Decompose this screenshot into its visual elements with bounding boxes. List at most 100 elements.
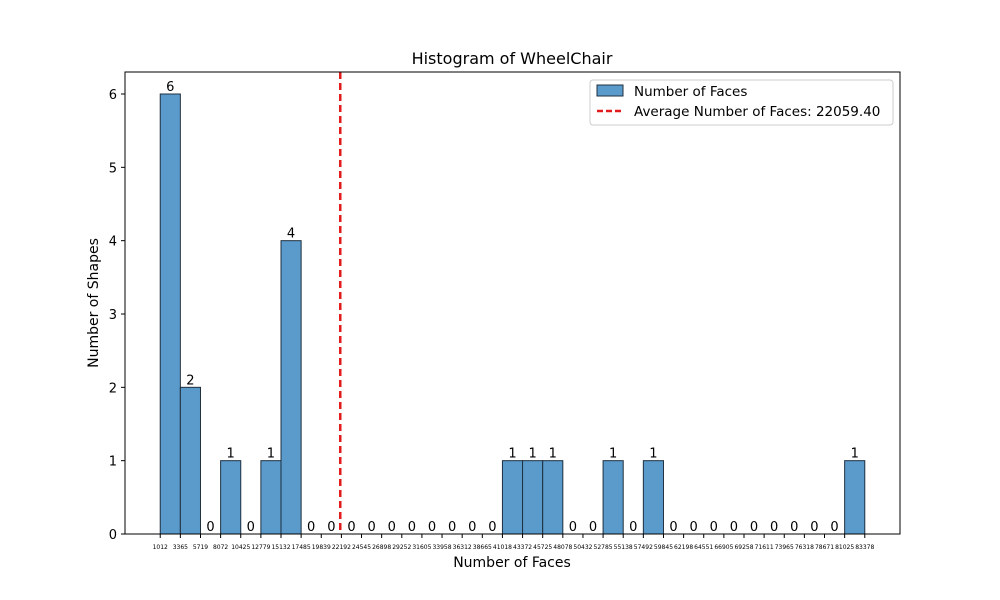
bar-value-label: 1 (549, 447, 557, 462)
y-tick-label: 6 (109, 88, 117, 103)
x-tick-label: 45725 (533, 544, 552, 551)
y-axis-label: Number of Shapes (86, 238, 102, 368)
histogram-bar (159, 93, 181, 535)
y-tick-label: 4 (109, 235, 117, 250)
bar-value-label: 0 (770, 520, 778, 535)
legend-bar-label: Number of Faces (634, 84, 747, 100)
bar-value-label: 0 (669, 520, 677, 535)
bar-value-label: 0 (710, 520, 718, 535)
bar-value-label: 0 (810, 520, 818, 535)
bar-value-label: 2 (186, 373, 194, 388)
bar-value-label: 6 (166, 80, 174, 95)
bar-value-label: 1 (528, 447, 536, 462)
x-tick-label: 64551 (694, 544, 713, 551)
x-tick-label: 50432 (573, 544, 592, 551)
x-tick-label: 5719 (193, 544, 208, 551)
x-tick-label: 24545 (352, 544, 371, 551)
x-tick-label: 29252 (392, 544, 411, 551)
x-tick-label: 17485 (292, 544, 311, 551)
chart-title: Histogram of WheelChair (412, 49, 613, 68)
x-tick-label: 36312 (453, 544, 472, 551)
x-tick-label: 10425 (231, 544, 250, 551)
x-tick-label: 3365 (173, 544, 188, 551)
bar-value-label: 4 (287, 227, 295, 242)
x-tick-label: 69258 (734, 544, 753, 551)
bar-value-label: 1 (508, 447, 516, 462)
bar-value-label: 0 (408, 520, 416, 535)
histogram-bar (522, 460, 544, 535)
x-tick-label: 59845 (654, 544, 673, 551)
x-tick-label: 26898 (372, 544, 391, 551)
bar-value-label: 0 (448, 520, 456, 535)
y-tick-label: 5 (109, 161, 117, 176)
x-axis-label: Number of Faces (453, 555, 571, 571)
y-tick-label: 1 (109, 455, 117, 470)
x-tick-label: 76318 (795, 544, 814, 551)
bar-value-label: 0 (629, 520, 637, 535)
bar-value-label: 0 (569, 520, 577, 535)
x-axis: 1012 3365 5719 8072 10425 12779 15132 17485 1983… (153, 534, 874, 551)
x-tick-label: 15132 (271, 544, 290, 551)
bar-value-label: 0 (690, 520, 698, 535)
bar-value-label: 1 (609, 447, 617, 462)
x-tick-label: 48078 (553, 544, 572, 551)
bar-value-label: 1 (851, 447, 859, 462)
histogram-bar (501, 460, 524, 535)
bar-value-label: 0 (388, 520, 396, 535)
bar-value-label: 0 (468, 520, 476, 535)
x-tick-label: 22192 (332, 544, 351, 551)
bar-value-label: 0 (327, 520, 335, 535)
axes-frame (124, 71, 901, 535)
x-tick-label: 57492 (634, 544, 653, 551)
histogram-bar (542, 460, 564, 535)
x-tick-label: 31605 (412, 544, 431, 551)
bar-value-label: 0 (830, 520, 838, 535)
bar-value-label: 0 (247, 520, 255, 535)
x-tick-label: 41018 (493, 544, 512, 551)
y-tick-label: 0 (109, 528, 117, 543)
legend-bar-swatch (596, 84, 624, 97)
bar-value-label: 1 (267, 447, 275, 462)
x-tick-label: 43372 (513, 544, 532, 551)
x-tick-label: 33958 (432, 544, 451, 551)
histogram-bar (280, 240, 302, 535)
histogram-bar (220, 460, 242, 535)
x-tick-label: 66905 (714, 544, 733, 551)
x-tick-label: 19839 (312, 544, 331, 551)
x-tick-label: 12779 (251, 544, 270, 551)
histogram-bar (260, 460, 282, 535)
bar-value-label: 0 (347, 520, 355, 535)
x-tick-label: 78671 (815, 544, 834, 551)
bar-value-label: 0 (730, 520, 738, 535)
bar-value-label: 0 (367, 520, 375, 535)
x-tick-label: 81025 (835, 544, 854, 551)
bar-value-label: 0 (206, 520, 214, 535)
x-tick-label: 62198 (674, 544, 693, 551)
bar-value-label: 0 (589, 520, 597, 535)
x-tick-label: 71611 (755, 544, 774, 551)
y-tick-label: 3 (109, 308, 117, 323)
bar-value-label: 0 (488, 520, 496, 535)
bar-value-label: 0 (307, 520, 315, 535)
y-tick-label: 2 (109, 381, 117, 396)
x-tick-label: 83378 (855, 544, 874, 551)
histogram-bar (179, 386, 201, 535)
bar-value-label: 0 (790, 520, 798, 535)
bar-value-label: 0 (750, 520, 758, 535)
x-tick-label: 52785 (594, 544, 613, 551)
bar-value-label: 1 (649, 447, 657, 462)
legend: Number of Faces Average Number of Faces:… (589, 79, 894, 126)
x-tick-label: 38665 (473, 544, 492, 551)
y-axis: 0 1 2 3 4 5 6 (109, 88, 125, 543)
legend-box (589, 79, 894, 126)
x-tick-label: 8072 (213, 544, 228, 551)
x-tick-label: 73965 (775, 544, 794, 551)
x-tick-label: 1012 (153, 544, 168, 551)
histogram-bar (602, 460, 624, 535)
x-tick-label: 55138 (614, 544, 633, 551)
legend-average-label: Average Number of Faces: 22059.40 (634, 104, 880, 120)
bar-value-label: 1 (227, 447, 235, 462)
bar-value-label: 0 (428, 520, 436, 535)
